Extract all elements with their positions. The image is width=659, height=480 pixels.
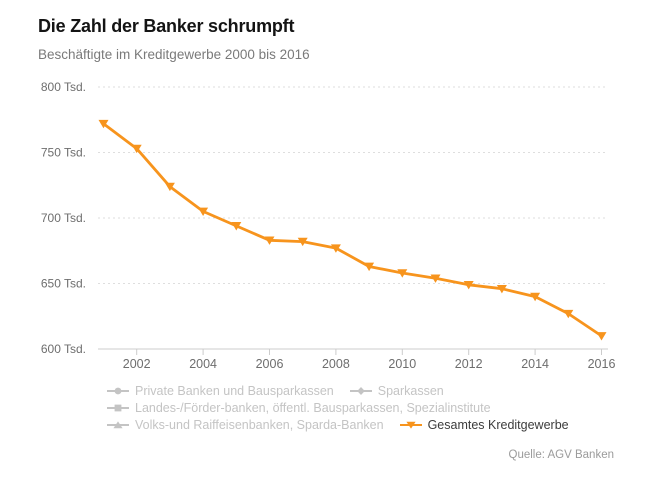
y-tick-label: 800 Tsd. (41, 80, 86, 94)
y-tick-label: 650 Tsd. (41, 277, 86, 291)
data-point-marker-2010[interactable] (397, 269, 408, 278)
legend-item-label: Volks-und Raiffeisenbanken, Sparda-Banke… (135, 417, 384, 432)
legend-marker (107, 403, 129, 413)
y-tick-label: 600 Tsd. (41, 342, 86, 356)
data-point-marker-2006[interactable] (264, 236, 275, 245)
chart-legend: Private Banken und Bausparkassen Sparkass… (107, 383, 612, 432)
data-point-marker-2008[interactable] (330, 244, 341, 253)
data-point-marker-2004[interactable] (198, 207, 209, 217)
diamond-marker-icon (349, 386, 372, 395)
x-tick-label: 2006 (256, 357, 284, 371)
page-subtitle: Beschäftigte im Kreditgewerbe 2000 bis 2… (38, 47, 310, 62)
legend-item-label: Landes-/Förder-banken, öffentl. Bauspark… (135, 400, 491, 415)
data-point-marker-2014[interactable] (530, 292, 541, 302)
legend-marker (107, 420, 129, 430)
legend-item-label: Sparkassen (377, 383, 444, 398)
x-tick-label: 2010 (388, 357, 416, 371)
x-tick-label: 2016 (588, 357, 616, 371)
data-point-marker-2013[interactable] (496, 284, 507, 294)
data-point-marker-2015[interactable] (563, 309, 574, 319)
legend-item-label: Gesamtes Kreditgewerbe (427, 417, 569, 432)
triangle-down-marker-icon (399, 421, 422, 429)
data-point-marker-2005[interactable] (231, 222, 242, 231)
x-tick-label: 2004 (189, 357, 217, 371)
triangle-up-marker-icon (107, 420, 129, 428)
data-point-marker-2016[interactable] (596, 332, 607, 341)
legend-item-label: Private Banken und Bausparkassen (135, 383, 334, 398)
square-marker-icon (107, 404, 129, 411)
data-point-marker-2009[interactable] (364, 262, 375, 272)
legend-item-private-banken-und-bausparkassen[interactable]: Private Banken und Bausparkassen (107, 383, 334, 398)
source-credit: Quelle: AGV Banken (508, 449, 614, 461)
data-point-marker-2011[interactable] (430, 274, 441, 283)
data-point-marker-2007[interactable] (297, 237, 308, 247)
legend-marker (349, 386, 372, 396)
x-tick-label: 2014 (521, 357, 549, 371)
data-point-marker-2012[interactable] (463, 281, 474, 290)
series-line-gesamtes-kreditgewerbe (102, 122, 603, 338)
y-tick-label: 750 Tsd. (41, 146, 86, 160)
legend-item-volks-und-raiffeisenbanken-sparda-banken[interactable]: Volks-und Raiffeisenbanken, Sparda-Banke… (107, 417, 384, 432)
x-tick-label: 2002 (123, 357, 151, 371)
page-title: Die Zahl der Banker schrumpft (38, 16, 295, 36)
data-point-marker-2003[interactable] (164, 182, 175, 192)
x-tick-label: 2012 (455, 357, 483, 371)
data-point-marker-2001[interactable] (98, 119, 109, 129)
legend-item-gesamtes-kreditgewerbe[interactable]: Gesamtes Kreditgewerbe (399, 417, 569, 432)
legend-item-landes-f-rder-banken-ffentl-bausparkasse[interactable]: Landes-/Förder-banken, öffentl. Bauspark… (107, 400, 491, 415)
data-point-marker-2002[interactable] (131, 144, 142, 154)
circle-marker-icon (107, 387, 129, 394)
legend-marker (107, 386, 129, 396)
legend-marker (399, 420, 422, 430)
legend-item-sparkassen[interactable]: Sparkassen (349, 383, 444, 398)
x-tick-label: 2008 (322, 357, 350, 371)
y-tick-label: 700 Tsd. (41, 211, 86, 225)
